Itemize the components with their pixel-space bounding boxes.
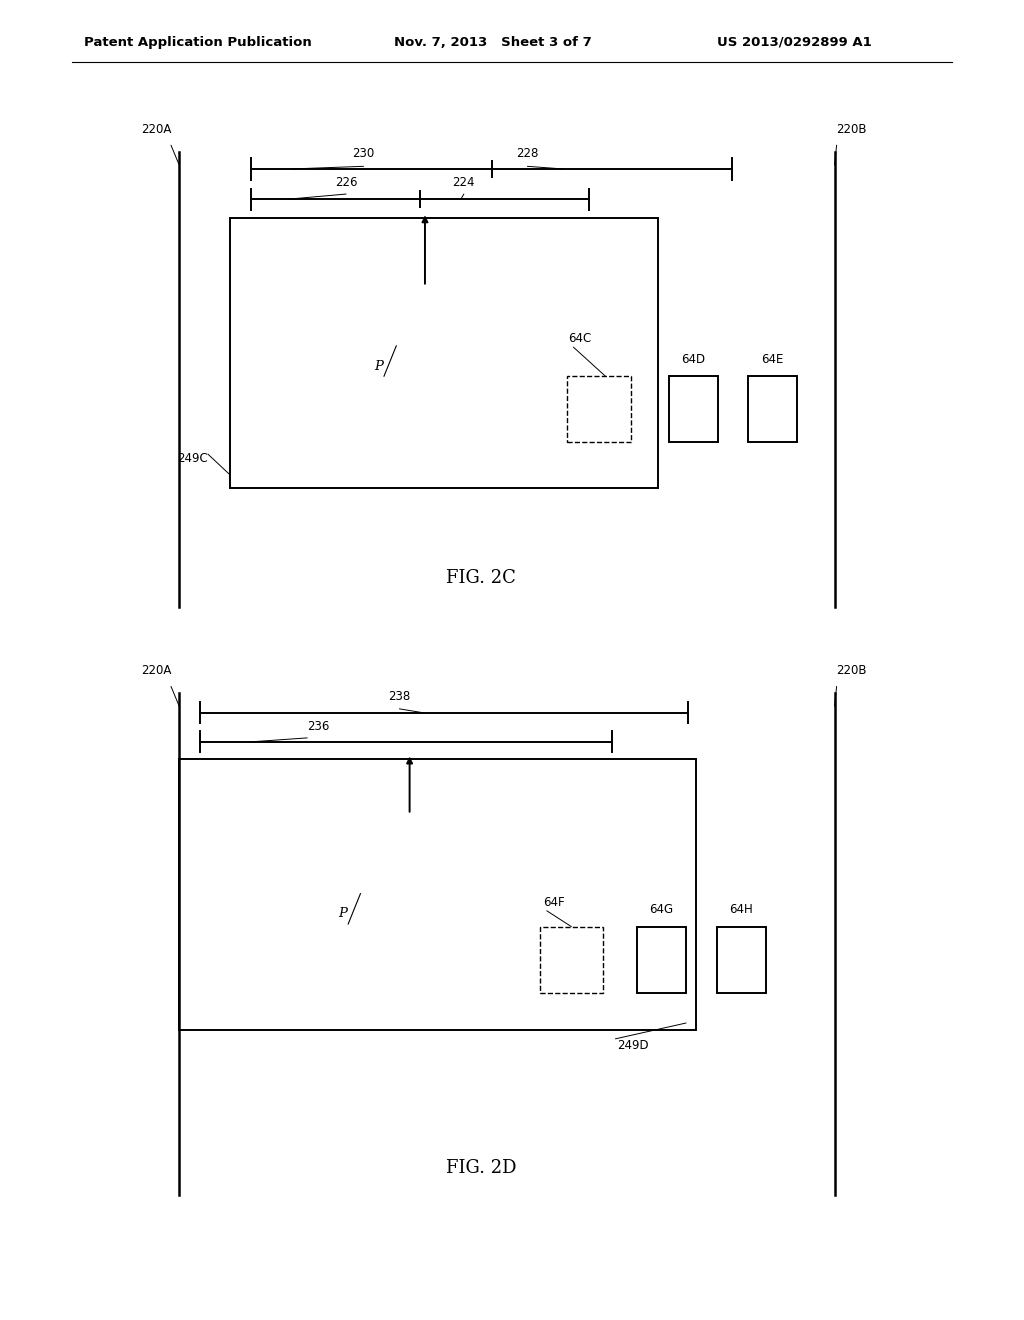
- Bar: [637, 927, 686, 993]
- Text: 220B: 220B: [837, 664, 867, 677]
- Text: 64F: 64F: [543, 895, 564, 908]
- Text: 228: 228: [516, 147, 539, 160]
- Text: 64E: 64E: [761, 352, 783, 366]
- Text: FIG. 2C: FIG. 2C: [446, 569, 516, 587]
- Text: 236: 236: [307, 719, 330, 733]
- Text: 249D: 249D: [617, 1039, 649, 1052]
- Bar: [567, 376, 631, 442]
- Text: 220A: 220A: [140, 664, 171, 677]
- Text: 64H: 64H: [729, 903, 754, 916]
- Text: P: P: [338, 907, 347, 920]
- Text: 238: 238: [388, 689, 411, 702]
- Text: 230: 230: [352, 147, 375, 160]
- Bar: [540, 927, 603, 993]
- Text: P: P: [374, 359, 383, 372]
- Text: 224: 224: [453, 176, 475, 189]
- Text: 226: 226: [335, 176, 357, 189]
- Text: Patent Application Publication: Patent Application Publication: [84, 36, 311, 49]
- Text: 64C: 64C: [568, 331, 592, 345]
- Bar: [230, 218, 658, 488]
- Text: 64D: 64D: [681, 352, 706, 366]
- Text: US 2013/0292899 A1: US 2013/0292899 A1: [717, 36, 871, 49]
- Text: Nov. 7, 2013   Sheet 3 of 7: Nov. 7, 2013 Sheet 3 of 7: [394, 36, 592, 49]
- Bar: [179, 759, 696, 1030]
- Bar: [717, 927, 766, 993]
- Text: 249C: 249C: [177, 451, 208, 465]
- Bar: [748, 376, 797, 442]
- Text: 220A: 220A: [140, 123, 171, 136]
- Bar: [669, 376, 718, 442]
- Text: 220B: 220B: [837, 123, 867, 136]
- Text: 64G: 64G: [649, 903, 674, 916]
- Text: FIG. 2D: FIG. 2D: [446, 1159, 516, 1177]
